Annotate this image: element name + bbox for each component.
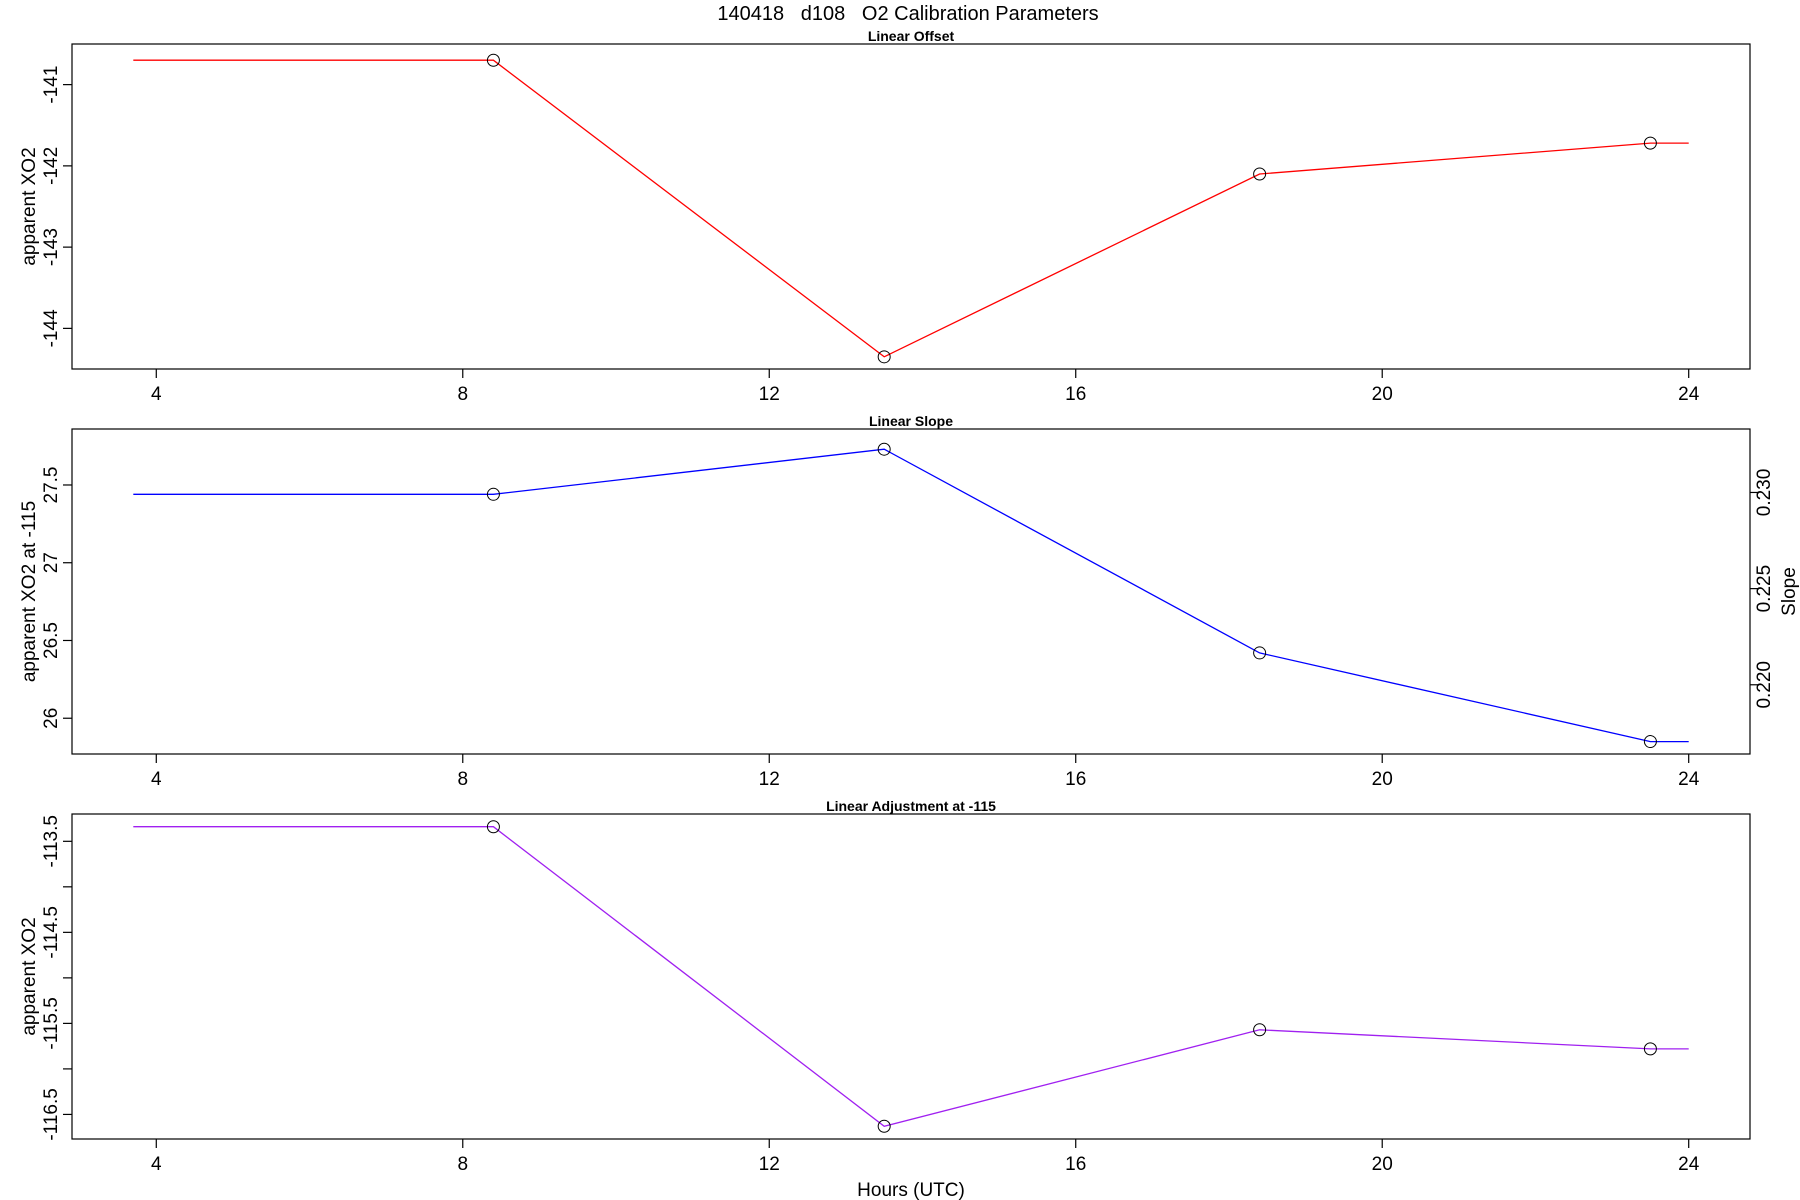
x-tick-label: 12 [759, 384, 780, 405]
y-tick-label: 26 [41, 708, 62, 729]
x-tick-label: 16 [1065, 769, 1086, 790]
figure-title: 140418 d108 O2 Calibration Parameters [717, 3, 1098, 25]
y-tick-label: -141 [41, 66, 62, 104]
data-point [486, 53, 500, 67]
data-point [877, 1119, 891, 1133]
series-line [133, 826, 1689, 1128]
x-tick-label: 20 [1372, 384, 1393, 405]
x-tick-label: 4 [151, 1154, 162, 1175]
x-tick-label: 8 [457, 769, 468, 790]
chart-panel-1: Linear Offset 4 8 12 16 20 24 -141 -142 -143 -144 a… [19, 28, 1751, 405]
y-tick-label: -116.5 [41, 1088, 62, 1140]
chart-panels: Linear Offset 4 8 12 16 20 24 -141 -142 -143 -144 a… [19, 28, 1800, 1200]
y-axis-label: apparent XO2 at -115 [19, 501, 40, 682]
data-point [1253, 646, 1267, 660]
plot-frame [71, 813, 1751, 1140]
y-right-axis-label: Slope [1779, 567, 1800, 616]
data-point [877, 350, 891, 364]
x-tick-label: 24 [1678, 384, 1700, 405]
data-point [1253, 1023, 1267, 1037]
panel-title: Linear Adjustment at -115 [826, 798, 996, 814]
x-tick-label: 20 [1372, 769, 1393, 790]
series-line [133, 59, 1689, 358]
data-point [1643, 136, 1657, 150]
y-tick-label: 27 [41, 552, 62, 573]
x-tick-label: 4 [151, 769, 162, 790]
y-right-tick-label: 0.225 [1754, 565, 1775, 613]
data-point [1643, 735, 1657, 749]
data-point [486, 820, 500, 834]
y-tick-label: -113.5 [41, 815, 62, 867]
x-tick-label: 24 [1678, 769, 1700, 790]
x-tick-label: 20 [1372, 1154, 1393, 1175]
x-tick-label: 12 [759, 769, 780, 790]
panel-title: Linear Slope [869, 413, 953, 429]
y-tick-label: -115.5 [41, 997, 62, 1049]
x-tick-label: 8 [457, 1154, 468, 1175]
chart-panel-2: Linear Slope 4 8 12 16 20 24 26 26.5 27 27.5appare… [19, 413, 1800, 790]
series-line [133, 448, 1689, 743]
x-tick-label: 16 [1065, 384, 1086, 405]
y-tick-label: -144 [41, 309, 62, 347]
plot-frame [71, 43, 1751, 370]
data-point [877, 442, 891, 456]
x-tick-label: 8 [457, 384, 468, 405]
x-tick-label: 24 [1678, 1154, 1700, 1175]
y-tick-label: -143 [41, 228, 62, 266]
y-right-tick-label: 0.220 [1754, 661, 1775, 709]
chart-panel-3: Linear Adjustment at -115 4 8 12 16 20 24 -113.… [19, 798, 1751, 1200]
x-tick-label: 4 [151, 384, 162, 405]
y-right-tick-label: 0.230 [1754, 469, 1775, 517]
y-axis-label: apparent XO2 [19, 147, 40, 265]
plot-frame [71, 428, 1751, 755]
y-axis-label: apparent XO2 [19, 917, 40, 1035]
x-axis-label: Hours (UTC) [857, 1180, 965, 1200]
panel-title: Linear Offset [868, 28, 955, 44]
y-tick-label: -142 [41, 147, 62, 185]
x-tick-label: 16 [1065, 1154, 1086, 1175]
y-tick-label: 26.5 [41, 622, 62, 659]
data-point [1253, 167, 1267, 181]
data-point [486, 487, 500, 501]
y-tick-label: -114.5 [41, 906, 62, 958]
y-tick-label: 27.5 [41, 466, 62, 503]
x-tick-label: 12 [759, 1154, 780, 1175]
data-point [1643, 1042, 1657, 1056]
